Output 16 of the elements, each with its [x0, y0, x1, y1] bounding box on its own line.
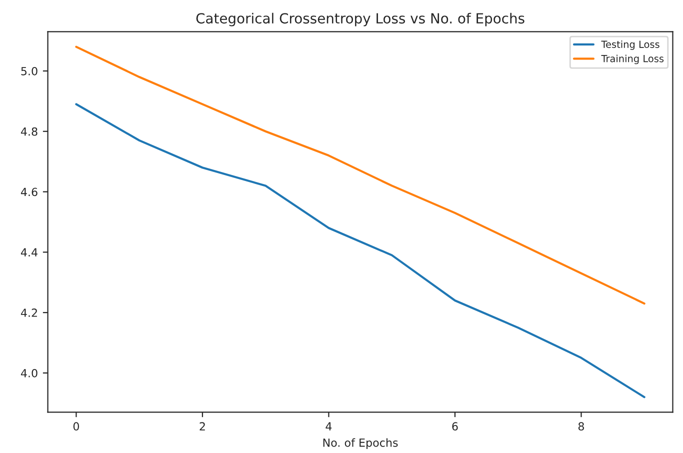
chart-title: Categorical Crossentropy Loss vs No. of Epochs	[196, 12, 524, 26]
x-tick-label: 8	[578, 422, 584, 431]
line-series	[75, 103, 646, 398]
y-tick-label: 4.0	[20, 368, 38, 378]
legend-label: Testing Loss	[601, 40, 660, 50]
legend-label: Training Loss	[601, 54, 664, 64]
y-tick-label: 5.0	[21, 66, 38, 76]
x-tick-label: 6	[452, 422, 458, 431]
x-tick-label: 4	[326, 422, 332, 430]
y-tick-label: 4.2	[20, 308, 37, 317]
y-tick-label: 4.4	[20, 248, 38, 256]
x-tick-label: 2	[200, 422, 205, 430]
x-axis-title: No. of Epochs	[323, 438, 398, 450]
y-tick-label: 4.6	[20, 188, 38, 196]
y-tick-label: 4.8	[20, 127, 38, 136]
x-tick-label: 0	[73, 422, 80, 431]
